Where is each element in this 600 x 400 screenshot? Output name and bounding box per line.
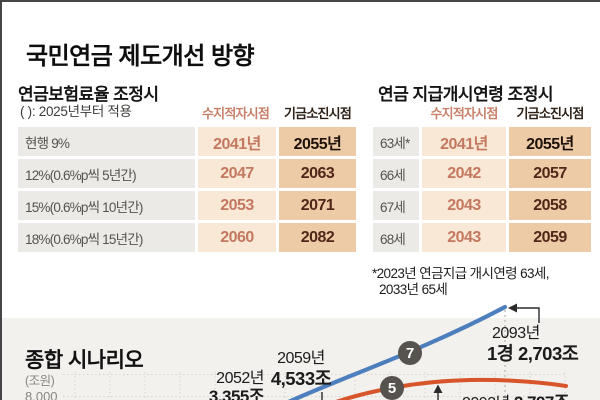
start-age-table: 63세* 2041년 2055년 66세 2042 2057 67세 2043 … xyxy=(373,127,591,255)
depletion-year-cell: 2063 xyxy=(279,159,356,188)
annotation-value: 2,797조 xyxy=(514,393,570,400)
scenario-5-marker: 5 xyxy=(380,376,404,400)
row-label: 67세 xyxy=(373,191,419,220)
depletion-year-cell: 2057 xyxy=(509,159,591,188)
row-label: 15%(0.6%p씩 10년간) xyxy=(18,191,195,220)
table-row: 67세 2043 2058 xyxy=(373,191,591,220)
depletion-year-cell: 2059 xyxy=(509,223,591,252)
deficit-year-cell: 2053 xyxy=(198,191,276,220)
chart-section-background xyxy=(0,318,600,400)
annotation-arrow-12703 xyxy=(508,303,540,323)
y-axis-unit-label: (조원) xyxy=(25,374,55,388)
table-row: 63세* 2041년 2055년 xyxy=(373,127,591,156)
left-column-header-deficit: 수지적자시점 xyxy=(202,106,270,121)
deficit-year-cell: 2043 xyxy=(422,191,506,220)
annotation-value: 1경 2,703조 xyxy=(487,343,579,364)
footnote-line: 2033년 65세 xyxy=(379,282,448,297)
start-age-footnote: *2023년 연금지급 개시연령 63세, 2033년 65세 xyxy=(372,266,597,298)
row-label: 66세 xyxy=(373,159,419,188)
premium-rate-table: 현행 9% 2041년 2055년 12%(0.6%p씩 5년간) 2047 2… xyxy=(18,127,356,255)
right-column-header-depletion: 기금소진시점 xyxy=(516,106,585,121)
annotation-value: 4,533조 xyxy=(270,368,332,389)
deficit-year-cell: 2041년 xyxy=(198,127,276,156)
depletion-year-cell: 2058 xyxy=(509,191,591,220)
table-row: 15%(0.6%p씩 10년간) 2053 2071 xyxy=(18,191,356,220)
table-row: 68세 2043 2059 xyxy=(373,223,591,252)
annotation-2059-peak: 2059년 4,533조 xyxy=(256,350,346,389)
deficit-year-cell: 2041년 xyxy=(422,127,506,156)
y-axis-tick-8000: 8,000 xyxy=(25,389,58,400)
row-label: 63세* xyxy=(373,127,419,156)
annotation-year: 2093년 xyxy=(462,395,510,400)
annotation-year: 2059년 xyxy=(277,350,325,367)
deficit-year-cell: 2042 xyxy=(422,159,506,188)
deficit-year-cell: 2047 xyxy=(198,159,276,188)
depletion-year-cell: 2055년 xyxy=(279,127,356,156)
crop-edge-top xyxy=(0,0,600,2)
page-title: 국민연금 제도개선 방향 xyxy=(26,43,255,71)
depletion-year-cell: 2082 xyxy=(279,223,356,252)
row-label: 68세 xyxy=(373,223,419,252)
annotation-2093-scenario5: 2093년 2,797조 xyxy=(462,388,570,400)
footnote-line: *2023년 연금지급 개시연령 63세, xyxy=(372,266,550,281)
annotation-2093-scenario7: 2093년 1경 2,703조 xyxy=(487,325,600,364)
annotation-value: 3,355조 xyxy=(208,387,265,400)
annotation-arrow-2797 xyxy=(433,384,443,400)
row-label: 18%(0.6%p씩 15년간) xyxy=(18,223,195,252)
table-row: 12%(0.6%p씩 5년간) 2047 2063 xyxy=(18,159,356,188)
depletion-year-cell: 2055년 xyxy=(509,127,591,156)
deficit-year-cell: 2060 xyxy=(198,223,276,252)
table-row: 18%(0.6%p씩 15년간) 2060 2082 xyxy=(18,223,356,252)
annotation-year: 2093년 xyxy=(492,325,540,342)
scenario-5-line xyxy=(335,377,568,400)
scenario-line-chart xyxy=(63,303,568,400)
crop-edge-left xyxy=(0,0,2,400)
annotation-year: 2052년 xyxy=(216,370,264,387)
table-row: 66세 2042 2057 xyxy=(373,159,591,188)
left-table-note: ( ): 2025년부터 적용 xyxy=(20,104,132,119)
chart-title: 종합 시나리오 xyxy=(25,349,144,373)
row-label: 현행 9% xyxy=(18,127,195,156)
chart-gridlines xyxy=(63,372,566,400)
row-label: 12%(0.6%p씩 5년간) xyxy=(18,159,195,188)
right-column-header-deficit: 수지적자시점 xyxy=(430,106,499,121)
right-table-title: 연금 지급개시연령 조정시 xyxy=(378,85,554,105)
left-table-title: 연금보험료율 조정시 xyxy=(18,85,159,105)
left-column-header-depletion: 기금소진시점 xyxy=(284,106,352,121)
scenario-7-line xyxy=(287,304,508,400)
depletion-year-cell: 2071 xyxy=(279,191,356,220)
annotation-2052-peak: 2052년 3,355조 xyxy=(176,370,265,400)
deficit-year-cell: 2043 xyxy=(422,223,506,252)
table-row: 현행 9% 2041년 2055년 xyxy=(18,127,356,156)
scenario-7-marker: 7 xyxy=(398,341,422,365)
